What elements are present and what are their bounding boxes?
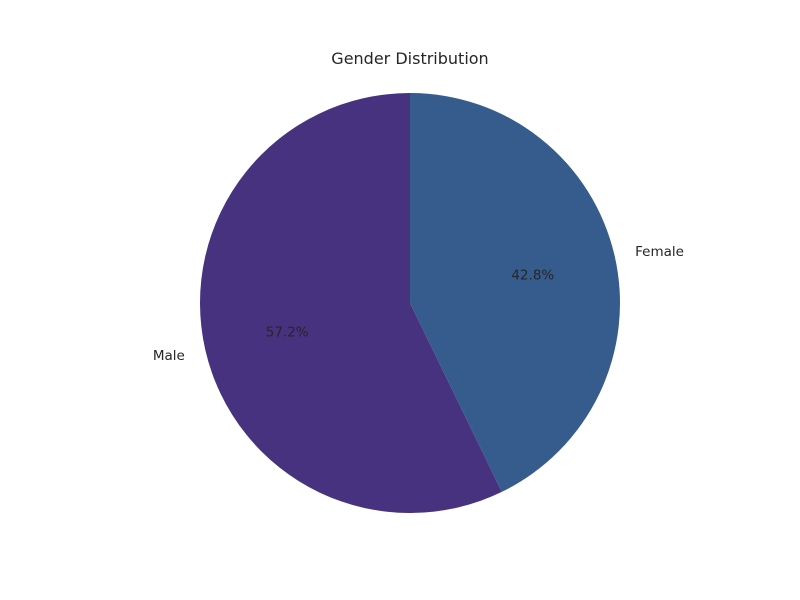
slice-pct-female: 42.8% xyxy=(511,268,554,284)
pie-slices xyxy=(200,93,621,513)
pie-slice-female xyxy=(410,93,621,492)
chart-title: Gender Distribution xyxy=(331,49,488,68)
pie-slice-male xyxy=(200,93,502,513)
pie-labels: Female 42.8% Male 57.2% xyxy=(153,244,684,364)
slice-pct-male: 57.2% xyxy=(266,324,309,340)
slice-label-female: Female xyxy=(635,244,684,260)
slice-label-male: Male xyxy=(153,348,185,364)
